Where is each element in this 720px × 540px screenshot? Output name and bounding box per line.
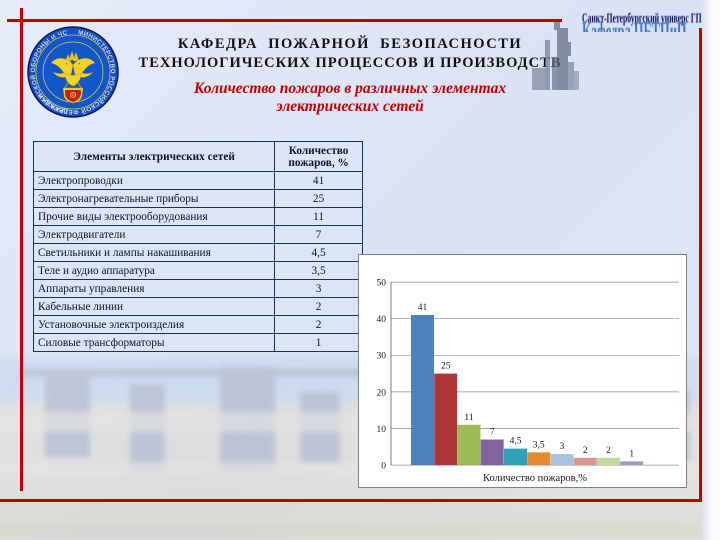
svg-text:2: 2 [606,446,611,456]
svg-text:4,5: 4,5 [510,437,522,447]
svg-text:3,5: 3,5 [533,440,545,450]
svg-text:Количество пожаров,%: Количество пожаров,% [483,473,587,484]
svg-text:10: 10 [377,425,387,435]
svg-text:40: 40 [377,315,387,325]
svg-text:25: 25 [441,362,451,372]
svg-text:30: 30 [377,352,387,362]
svg-text:2: 2 [583,446,588,456]
svg-text:20: 20 [377,388,387,398]
svg-text:1: 1 [629,449,634,459]
svg-text:0: 0 [381,462,386,472]
svg-text:7: 7 [490,428,495,438]
svg-text:11: 11 [464,413,473,423]
svg-text:41: 41 [418,303,428,313]
svg-text:50: 50 [377,279,387,289]
svg-text:3: 3 [560,442,565,452]
